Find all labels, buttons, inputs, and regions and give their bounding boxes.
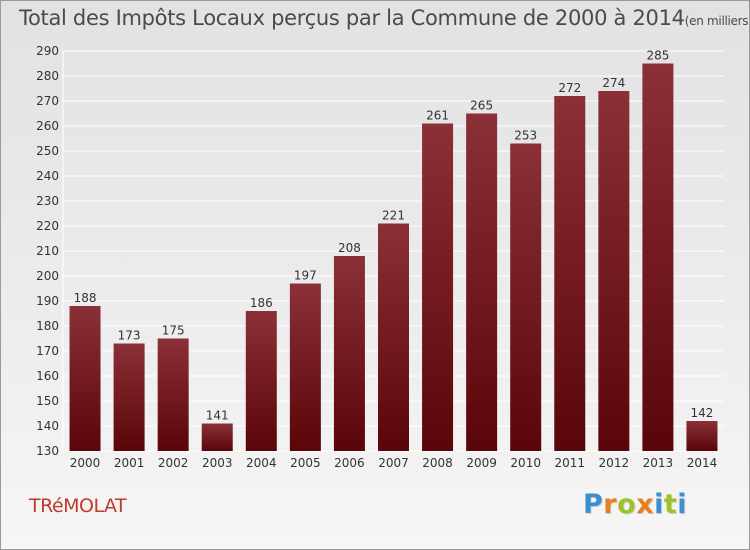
bar-2012 bbox=[598, 91, 630, 451]
x-tick-label: 2010 bbox=[510, 456, 541, 470]
chart-title: Total des Impôts Locaux perçus par la Co… bbox=[19, 6, 750, 30]
x-tick-label: 2001 bbox=[114, 456, 145, 470]
data-label-2011: 272 bbox=[558, 81, 581, 95]
data-label-2013: 285 bbox=[646, 49, 669, 63]
x-axis-ticks: 2000 2001 2002 2003 2004 2005 2006 2007 2008 2009… bbox=[70, 456, 717, 470]
bar-2009 bbox=[466, 113, 498, 451]
x-tick-label: 2003 bbox=[202, 456, 233, 470]
data-label-2010: 253 bbox=[514, 129, 537, 143]
y-tick-label: 280 bbox=[36, 69, 59, 83]
y-tick-label: 140 bbox=[36, 419, 59, 433]
bar-2005 bbox=[289, 283, 321, 451]
y-tick-label: 270 bbox=[36, 94, 59, 108]
data-label-2003: 141 bbox=[206, 409, 229, 423]
x-tick-label: 2000 bbox=[70, 456, 101, 470]
data-label-2006: 208 bbox=[338, 241, 361, 255]
data-label-2004: 186 bbox=[250, 296, 273, 310]
data-label-2000: 188 bbox=[74, 291, 97, 305]
x-tick-label: 2006 bbox=[334, 456, 365, 470]
logo-letter: P bbox=[583, 489, 604, 520]
chart-title-unit: (en milliers d'€) bbox=[684, 14, 750, 28]
proxiti-logo[interactable]: Proxiti bbox=[583, 489, 687, 520]
logo-letter: i bbox=[677, 489, 688, 520]
x-tick-label: 2009 bbox=[466, 456, 497, 470]
data-label-2008: 261 bbox=[426, 109, 449, 123]
logo-letter: t bbox=[663, 489, 678, 520]
data-labels: 188 173 175 141 186 197 208 221 261 265 253 272 274 2… bbox=[74, 49, 714, 423]
data-label-2007: 221 bbox=[382, 209, 405, 223]
logo-letter: i bbox=[654, 489, 664, 520]
data-label-2009: 265 bbox=[470, 99, 493, 113]
bar-2007 bbox=[378, 223, 409, 451]
y-tick-label: 220 bbox=[36, 219, 59, 233]
x-tick-label: 2004 bbox=[246, 456, 277, 470]
x-tick-label: 2005 bbox=[290, 456, 321, 470]
data-label-2001: 173 bbox=[118, 329, 141, 343]
y-tick-label: 260 bbox=[36, 119, 59, 133]
bar-2008 bbox=[422, 123, 454, 451]
data-label-2012: 274 bbox=[602, 76, 625, 90]
bar-2001 bbox=[113, 343, 145, 451]
y-axis-ticks: 130 140 150 160 170 180 190 200 210 220 230 240 250 2… bbox=[36, 44, 59, 458]
logo-letter: o bbox=[617, 489, 637, 520]
y-tick-label: 290 bbox=[36, 44, 59, 58]
y-tick-label: 240 bbox=[36, 169, 59, 183]
data-label-2002: 175 bbox=[162, 324, 185, 338]
bar-2013 bbox=[642, 63, 674, 451]
y-tick-label: 200 bbox=[36, 269, 59, 283]
chart-title-text: Total des Impôts Locaux perçus par la Co… bbox=[19, 6, 685, 30]
y-tick-label: 230 bbox=[36, 194, 59, 208]
data-label-2005: 197 bbox=[294, 269, 317, 283]
y-tick-label: 190 bbox=[36, 294, 59, 308]
bar-2004 bbox=[245, 311, 277, 451]
bar-2000 bbox=[69, 306, 101, 451]
x-tick-label: 2002 bbox=[158, 456, 189, 470]
bar-2006 bbox=[333, 256, 365, 451]
y-tick-label: 160 bbox=[36, 369, 59, 383]
y-tick-label: 250 bbox=[36, 144, 59, 158]
data-label-2014: 142 bbox=[691, 406, 714, 420]
bar-2014 bbox=[686, 421, 718, 451]
y-tick-label: 150 bbox=[36, 394, 59, 408]
x-tick-label: 2008 bbox=[422, 456, 453, 470]
bar-2010 bbox=[510, 143, 542, 451]
x-tick-label: 2012 bbox=[599, 456, 630, 470]
bar-2003 bbox=[201, 423, 233, 451]
bar-2011 bbox=[554, 96, 586, 451]
bars bbox=[69, 63, 718, 451]
y-tick-label: 170 bbox=[36, 344, 59, 358]
y-tick-label: 130 bbox=[36, 444, 59, 458]
y-tick-label: 210 bbox=[36, 244, 59, 258]
x-tick-label: 2014 bbox=[687, 456, 718, 470]
x-tick-label: 2007 bbox=[378, 456, 409, 470]
bar-2002 bbox=[157, 338, 189, 451]
logo-letter: x bbox=[636, 489, 655, 520]
logo-letter: r bbox=[603, 489, 618, 520]
x-tick-label: 2011 bbox=[554, 456, 585, 470]
commune-name: TRéMOLAT bbox=[29, 495, 127, 517]
y-tick-label: 180 bbox=[36, 319, 59, 333]
x-tick-label: 2013 bbox=[643, 456, 674, 470]
